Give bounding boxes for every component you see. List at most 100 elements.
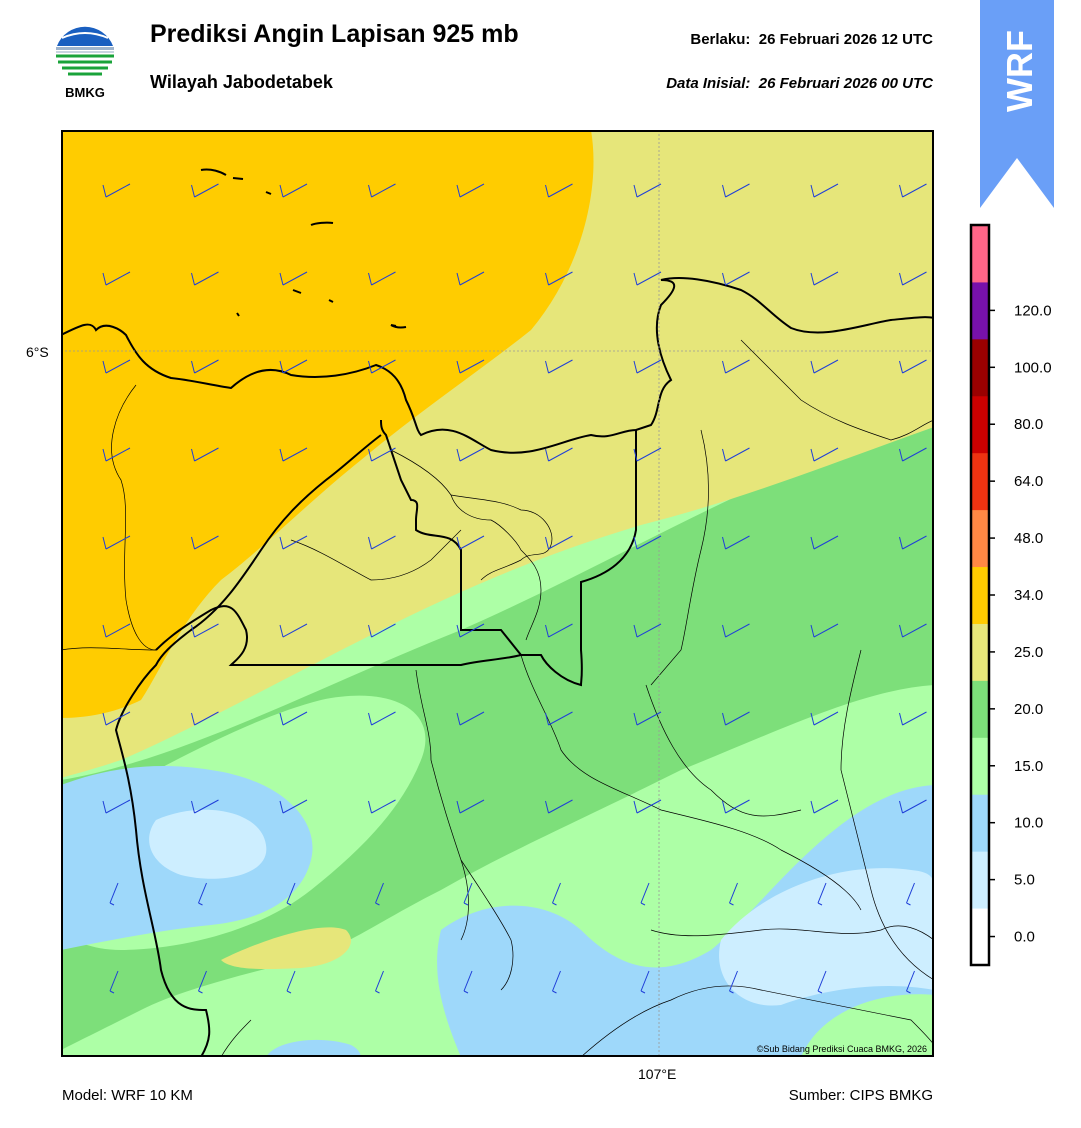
colorbar: 0.0 5.0 10.0 15.0 20.0 25.0 34.0 48.0 64.0 80.0 10…: [968, 222, 1068, 968]
wind-map-svg: ©Sub Bidang Prediksi Cuaca BMKG, 2026: [61, 130, 934, 1057]
wind-barb: [191, 711, 219, 726]
wind-barb: [633, 447, 662, 462]
colorbar-segment: [971, 509, 989, 568]
province-boundary-2: [114, 434, 382, 1057]
valid-label: Berlaku:: [690, 31, 751, 48]
colorbar-label: 15.0: [1014, 758, 1043, 775]
islands: [200, 168, 407, 329]
wind-barb: [198, 882, 207, 906]
wind-barb: [899, 183, 927, 198]
wind-barb: [109, 970, 119, 994]
colorbar-label: 80.0: [1014, 416, 1043, 433]
wind-barb: [102, 799, 131, 814]
colorbar-segment: [971, 395, 989, 454]
wind-barb: [109, 882, 119, 906]
wind-barb: [906, 882, 915, 906]
wind-barb: [640, 970, 650, 994]
wind-barb: [545, 447, 573, 462]
wind-barb: [640, 882, 650, 906]
wind-barb: [368, 535, 396, 550]
wind-barb: [545, 359, 573, 374]
wind-barb: [191, 359, 219, 374]
wind-barb: [899, 359, 927, 374]
map-frame: [61, 130, 934, 1057]
wind-barb: [817, 882, 827, 906]
wind-barb: [191, 535, 219, 550]
init-label: Data Inisial:: [666, 75, 751, 92]
wind-barb: [722, 271, 750, 286]
colorbar-segment: [971, 452, 989, 511]
wind-barb: [810, 271, 839, 286]
wind-barb: [279, 535, 308, 550]
wind-barb: [545, 711, 573, 726]
wind-barb: [810, 799, 839, 814]
logo-text: BMKG: [65, 85, 105, 100]
wind-barb: [552, 882, 561, 906]
colorbar-label: 0.0: [1014, 929, 1035, 946]
wind-barb: [633, 359, 662, 374]
colorbar-svg: 0.0 5.0 10.0 15.0 20.0 25.0 34.0 48.0 64.0 80.0 10…: [969, 223, 1052, 967]
valid-value: 26 Februari 2026 12 UTC: [758, 31, 933, 48]
wind-barb: [899, 711, 927, 726]
page-subtitle: Wilayah Jabodetabek: [150, 72, 333, 92]
zone-0-5-east: [719, 868, 934, 1006]
wind-barb: [633, 711, 662, 726]
valid-time: Berlaku: 26 Februari 2026 12 UTC: [690, 31, 933, 48]
wind-barb: [463, 970, 473, 994]
colorbar-segment: [971, 338, 989, 397]
wind-barb: [722, 535, 750, 550]
wind-barb: [368, 359, 396, 374]
zone-0-5-west: [149, 809, 267, 879]
wind-barb: [899, 271, 927, 286]
wind-barb: [810, 359, 839, 374]
wind-barb: [906, 970, 915, 994]
wind-barb: [456, 271, 485, 286]
wind-barb: [191, 447, 219, 462]
wind-barb: [722, 359, 750, 374]
wind-barb: [463, 882, 473, 906]
wind-barb: [368, 447, 396, 462]
wind-barb: [633, 535, 662, 550]
colorbar-segment: [971, 281, 989, 340]
wind-barb: [899, 623, 927, 638]
wind-barb: [102, 183, 131, 198]
wind-barb: [899, 535, 927, 550]
wind-barb: [456, 447, 485, 462]
wind-barbs: [102, 183, 927, 994]
wind-barb: [279, 711, 308, 726]
wind-barb: [633, 623, 662, 638]
wind-barb: [456, 623, 485, 638]
wind-barb: [375, 882, 384, 906]
wind-barb: [810, 711, 839, 726]
wind-barb: [279, 447, 308, 462]
wind-barb: [552, 970, 561, 994]
wind-barb: [456, 183, 485, 198]
wind-barb: [368, 623, 396, 638]
wind-barb: [375, 970, 384, 994]
coastline: [61, 277, 934, 454]
lat-label: 6°S: [26, 344, 49, 360]
colorbar-label: 10.0: [1014, 815, 1043, 832]
colorbar-segment: [971, 680, 989, 738]
map-credit: ©Sub Bidang Prediksi Cuaca BMKG, 2026: [757, 1044, 927, 1054]
wind-barb: [810, 535, 839, 550]
wind-barb: [810, 623, 839, 638]
model-label: Model: WRF 10 KM: [62, 1087, 193, 1104]
wind-barb: [279, 623, 308, 638]
wind-barb: [368, 271, 396, 286]
wind-barb: [102, 447, 131, 462]
wind-barb: [899, 799, 927, 814]
wind-barb: [633, 799, 662, 814]
bmkg-logo: [52, 20, 118, 102]
colorbar-segment: [971, 225, 989, 283]
wind-barb: [456, 359, 485, 374]
wind-barb: [102, 271, 131, 286]
wind-barb: [191, 623, 219, 638]
wind-barb: [279, 183, 308, 198]
colorbar-label: 100.0: [1014, 359, 1052, 376]
wind-barb: [456, 799, 485, 814]
wind-barb: [279, 799, 308, 814]
source-label: Sumber: CIPS BMKG: [788, 1087, 933, 1104]
wind-barb: [368, 799, 396, 814]
wind-barb: [817, 970, 827, 994]
